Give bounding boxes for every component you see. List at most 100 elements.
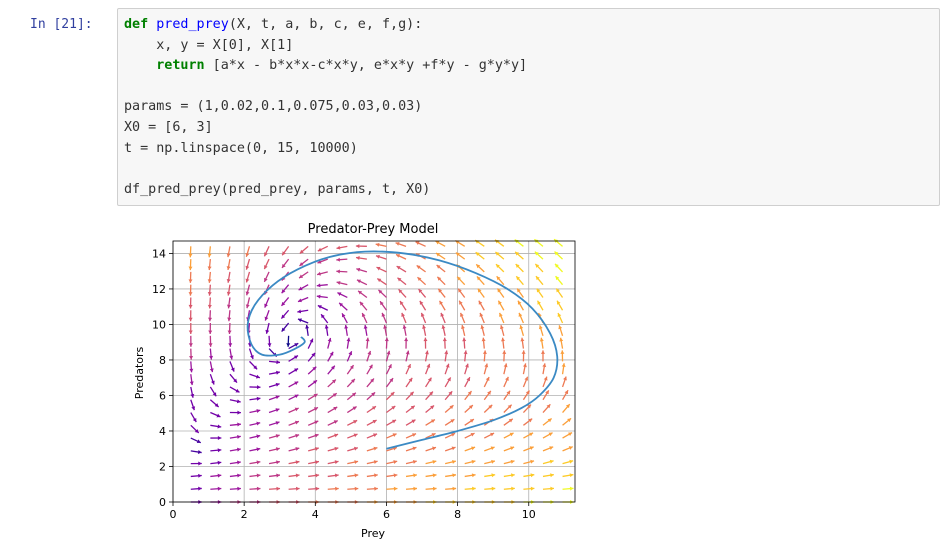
quiver-arrow <box>405 391 415 401</box>
quiver-arrow <box>422 324 427 336</box>
arrow-head <box>256 486 261 491</box>
arrow-head <box>334 473 339 478</box>
quiver-arrow <box>498 312 505 324</box>
quiver-arrow <box>190 473 202 478</box>
quiver-arrow <box>308 446 319 452</box>
quiver-arrow <box>385 391 395 401</box>
arrow-head <box>569 486 574 491</box>
arrow-head <box>471 473 476 478</box>
arrow-head <box>458 288 462 293</box>
arrow-head <box>417 277 422 282</box>
quiver-arrow <box>464 404 474 413</box>
quiver-arrow <box>425 405 435 414</box>
quiver-arrow <box>534 263 544 273</box>
arrow-head <box>294 368 299 373</box>
quiver-arrow <box>286 335 291 347</box>
arrow-head <box>395 241 400 246</box>
quiver-arrow <box>482 350 487 362</box>
code-editor[interactable]: def pred_prey(X, t, a, b, c, e, f,g): x,… <box>117 8 940 206</box>
quiver-arrow <box>190 386 195 398</box>
quiver-arrow <box>405 433 417 439</box>
quiver-arrow <box>405 377 413 388</box>
arrow-head <box>334 446 339 451</box>
quiver-arrow <box>307 393 318 401</box>
arrow-head <box>396 266 401 270</box>
arrow-head <box>432 473 437 478</box>
quiver-arrow <box>516 288 524 298</box>
arrow-head <box>495 264 500 269</box>
arrow-head <box>373 433 378 438</box>
arrow-head <box>190 393 195 398</box>
arrow-head <box>384 337 389 342</box>
arrow-head <box>516 276 521 281</box>
arrow-head <box>397 277 402 282</box>
quiver-arrow <box>264 297 270 308</box>
quiver-arrow <box>464 459 476 465</box>
quiver-arrow <box>316 283 328 288</box>
arrow-head <box>286 343 291 347</box>
arrow-head <box>276 473 280 478</box>
quiver-arrow <box>386 460 398 465</box>
arrow-head <box>373 460 378 464</box>
quiver-arrow <box>248 348 254 360</box>
quiver-arrow <box>207 246 212 258</box>
quiver-arrow <box>479 312 485 324</box>
quiver-arrow <box>416 264 426 273</box>
arrow-head <box>212 392 217 397</box>
arrow-head <box>313 407 318 411</box>
arrow-head <box>294 394 299 399</box>
arrow-head <box>444 350 449 355</box>
quiver-arrow <box>229 460 241 465</box>
arrow-head <box>401 312 405 317</box>
quiver-arrow <box>457 288 466 298</box>
arrow-head <box>511 486 515 491</box>
quiver-arrow <box>503 363 508 375</box>
x-tick-label: 0 <box>170 508 177 521</box>
quiver-arrow <box>439 300 446 311</box>
quiver-arrow <box>226 284 231 296</box>
arrow-head <box>237 410 241 415</box>
quiver-arrow <box>346 364 355 375</box>
arrow-head <box>430 419 435 424</box>
quiver-arrow <box>395 253 407 260</box>
quiver-arrow <box>399 300 407 311</box>
arrow-head <box>339 302 344 307</box>
arrow-head <box>198 461 202 466</box>
quiver-arrow <box>556 300 564 311</box>
arrow-head <box>543 376 548 381</box>
quiver-arrow <box>355 244 367 249</box>
quiver-arrow <box>307 420 319 426</box>
quiver-arrow <box>288 486 300 491</box>
quiver-arrow <box>347 419 358 426</box>
arrow-head <box>405 350 410 355</box>
quiver-arrow <box>189 374 194 386</box>
arrow-head <box>317 305 322 309</box>
quiver-arrow <box>249 409 261 414</box>
y-tick-label: 14 <box>152 247 166 260</box>
arrow-head <box>442 337 447 342</box>
quiver-arrow <box>210 411 221 418</box>
arrow-head <box>422 325 426 329</box>
quiver-arrow <box>542 473 554 478</box>
quiver-arrow <box>347 486 359 491</box>
quiver-arrow <box>297 296 309 303</box>
code-text[interactable]: def pred_prey(X, t, a, b, c, e, f,g): x,… <box>124 15 527 200</box>
quiver-arrow <box>336 269 348 274</box>
arrow-head <box>455 252 460 257</box>
quiver-arrow <box>444 446 456 452</box>
quiver-arrow <box>307 406 319 414</box>
quiver-arrow <box>229 373 238 384</box>
arrow-head <box>267 343 272 347</box>
quiver-arrow <box>515 263 524 273</box>
quiver-arrow <box>536 288 544 298</box>
quiver-arrow <box>405 473 417 478</box>
quiver-arrow <box>227 310 232 322</box>
quiver-arrow <box>347 433 358 439</box>
quiver-arrow <box>208 310 213 322</box>
quiver-arrow <box>356 279 368 286</box>
arrow-head <box>481 337 486 342</box>
y-tick-label: 8 <box>159 354 166 367</box>
arrow-head <box>373 446 378 451</box>
quiver-arrow <box>190 424 200 434</box>
quiver-arrow <box>189 361 194 373</box>
